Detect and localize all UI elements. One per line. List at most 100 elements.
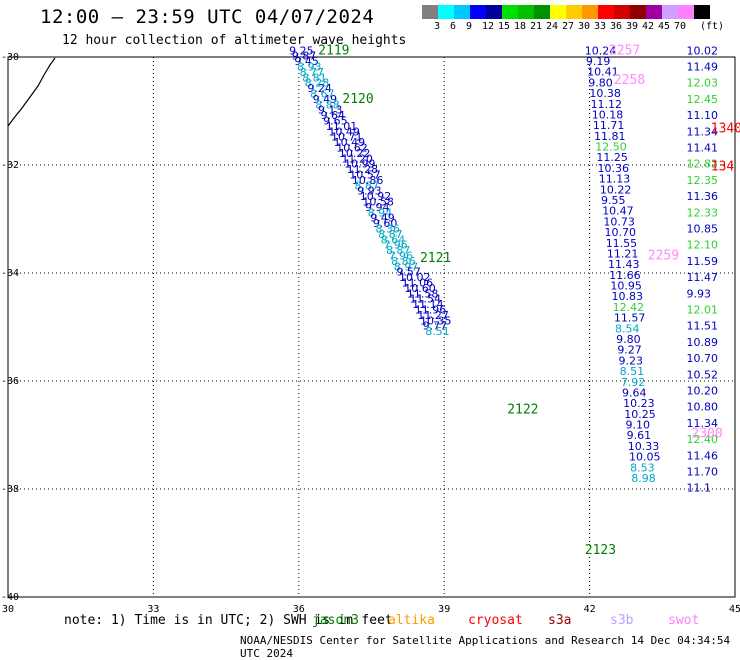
swh-value-label: 10.73: [603, 215, 635, 228]
swh-value-label: 8.64: [381, 233, 406, 246]
legend-label: 15: [498, 21, 511, 32]
swh-value-label: 7.92: [621, 376, 646, 389]
legend-swatch: [454, 5, 470, 19]
swh-value-label: 7.96: [383, 239, 408, 252]
swh-value-label: 11.43: [608, 258, 640, 271]
swh-value-label: 9.65: [323, 115, 348, 128]
swh-value-label: 10.58: [362, 196, 394, 209]
swh-value-label: 11.66: [609, 269, 641, 282]
swh-value-label: 9.55: [601, 194, 626, 207]
legend-swatch: [486, 5, 502, 19]
swh-value-label: 9.57: [396, 266, 421, 279]
satellite-s3b: s3b: [610, 613, 634, 628]
satellite-s3a: s3a: [548, 613, 572, 628]
swh-value-label: 7.96: [389, 250, 414, 263]
swh-value-label: 10.05: [629, 451, 661, 464]
legend-swatch: [678, 5, 694, 19]
swh-value-label: 11.49: [687, 61, 719, 74]
swh-value-label: 11.14: [412, 298, 444, 311]
swh-value-label: 11.34: [687, 417, 719, 430]
swh-value-label: 11.10: [687, 109, 719, 122]
swh-value-label: 8.98: [631, 472, 656, 485]
legend-label: 33: [594, 21, 607, 32]
swh-value-label: 8.87: [386, 244, 411, 257]
lat-tick-label: -40: [1, 592, 19, 603]
swh-value-label: 9.24: [307, 82, 332, 95]
swh-value-label: 11.47: [687, 271, 719, 284]
swh-value-label: 9.25: [289, 44, 314, 57]
swh-value-label: 9.23: [618, 354, 643, 367]
swh-value-label: 8.67: [310, 88, 335, 101]
legend-swatch: [550, 5, 566, 19]
legend-swatch: [598, 5, 614, 19]
legend-swatch: [582, 5, 598, 19]
legend-swatch: [694, 5, 710, 19]
legend-swatches: [422, 5, 710, 19]
footer-note: note: 1) Time is in UTC; 2) SWH is in fe…: [64, 613, 393, 628]
swh-value-label: 9.19: [586, 55, 611, 68]
swh-value-label: 10.83: [612, 290, 644, 303]
swh-value-label: 9.77: [423, 320, 448, 333]
swh-value-label: 10.18: [592, 108, 624, 121]
lon-tick-label: 30: [2, 604, 14, 615]
swh-value-label: 11.13: [599, 173, 631, 186]
legend-label: 45: [658, 21, 671, 32]
swh-value-label: 10.35: [420, 314, 452, 327]
swh-value-label: 9.87: [292, 50, 317, 63]
track-time-label: 2121: [420, 251, 451, 266]
swh-value-label: 10.57: [349, 169, 381, 182]
swh-value-label: 8.94: [368, 206, 393, 219]
swh-value-label: 11.21: [607, 247, 639, 260]
swh-value-label: 11.01: [326, 120, 358, 133]
lat-tick-label: -30: [1, 52, 19, 63]
swh-value-label: 11.41: [687, 142, 719, 155]
swh-value-label: 8.88: [315, 98, 340, 111]
swh-value-label: 11.12: [591, 98, 623, 111]
swh-value-label: 8.87: [378, 228, 403, 241]
legend-label: 42: [642, 21, 655, 32]
swh-value-label: 12.45: [687, 93, 719, 106]
swh-value-label: 9.93: [687, 287, 712, 300]
legend-swatch: [534, 5, 550, 19]
swh-value-label: 11.96: [415, 304, 447, 317]
swh-value-label: 12.10: [687, 239, 719, 252]
swh-value-label: 10.22: [600, 183, 632, 196]
swh-value-label: 11.71: [593, 119, 625, 132]
legend-label: 30: [578, 21, 591, 32]
swh-value-label: 11.27: [417, 309, 449, 322]
swh-value-label: 10.25: [624, 408, 656, 421]
lat-tick-label: -34: [1, 268, 19, 279]
swh-value-label: 12.42: [613, 301, 645, 314]
swh-value-label: 10.23: [623, 397, 655, 410]
swh-value-label: 11.06: [402, 277, 434, 290]
swh-value-label: 11.55: [606, 237, 638, 250]
swh-value-label: 11.1: [687, 482, 712, 495]
swh-value-label: 8.28: [305, 77, 330, 90]
legend-swatch: [566, 5, 582, 19]
swh-value-label: 11.46: [687, 449, 719, 462]
swh-value-label: 8.87: [355, 179, 380, 192]
lon-tick-label: 39: [438, 604, 450, 615]
swh-value-label: 9.27: [617, 344, 642, 357]
swh-value-label: 9.61: [627, 429, 652, 442]
legend-label: 3: [434, 21, 441, 32]
swh-value-label: 10.49: [334, 136, 366, 149]
legend-label: 21: [530, 21, 543, 32]
lon-tick-label: 33: [147, 604, 159, 615]
color-legend: 3 6 9 12 15 18 21 24 27 30 33 36 39 42 45 70 (ft): [422, 5, 724, 33]
legend-swatch: [470, 5, 486, 19]
legend-label: 70: [674, 21, 687, 32]
legend-label: 24: [546, 21, 559, 32]
swh-value-label: 10.02: [687, 44, 719, 57]
swh-value-label: 8.86: [391, 255, 416, 268]
track-time-label: 134: [711, 159, 735, 174]
swh-value-label: 10.60: [404, 282, 436, 295]
legend-swatch: [662, 5, 678, 19]
swh-value-label: 12.35: [687, 174, 719, 187]
swh-value-label: 8.97: [394, 260, 419, 273]
swh-value-label: 8.51: [620, 365, 645, 378]
swh-value-label: 9.45: [294, 55, 319, 68]
swh-value-label: 11.58: [407, 287, 439, 300]
legend-swatch: [614, 5, 630, 19]
